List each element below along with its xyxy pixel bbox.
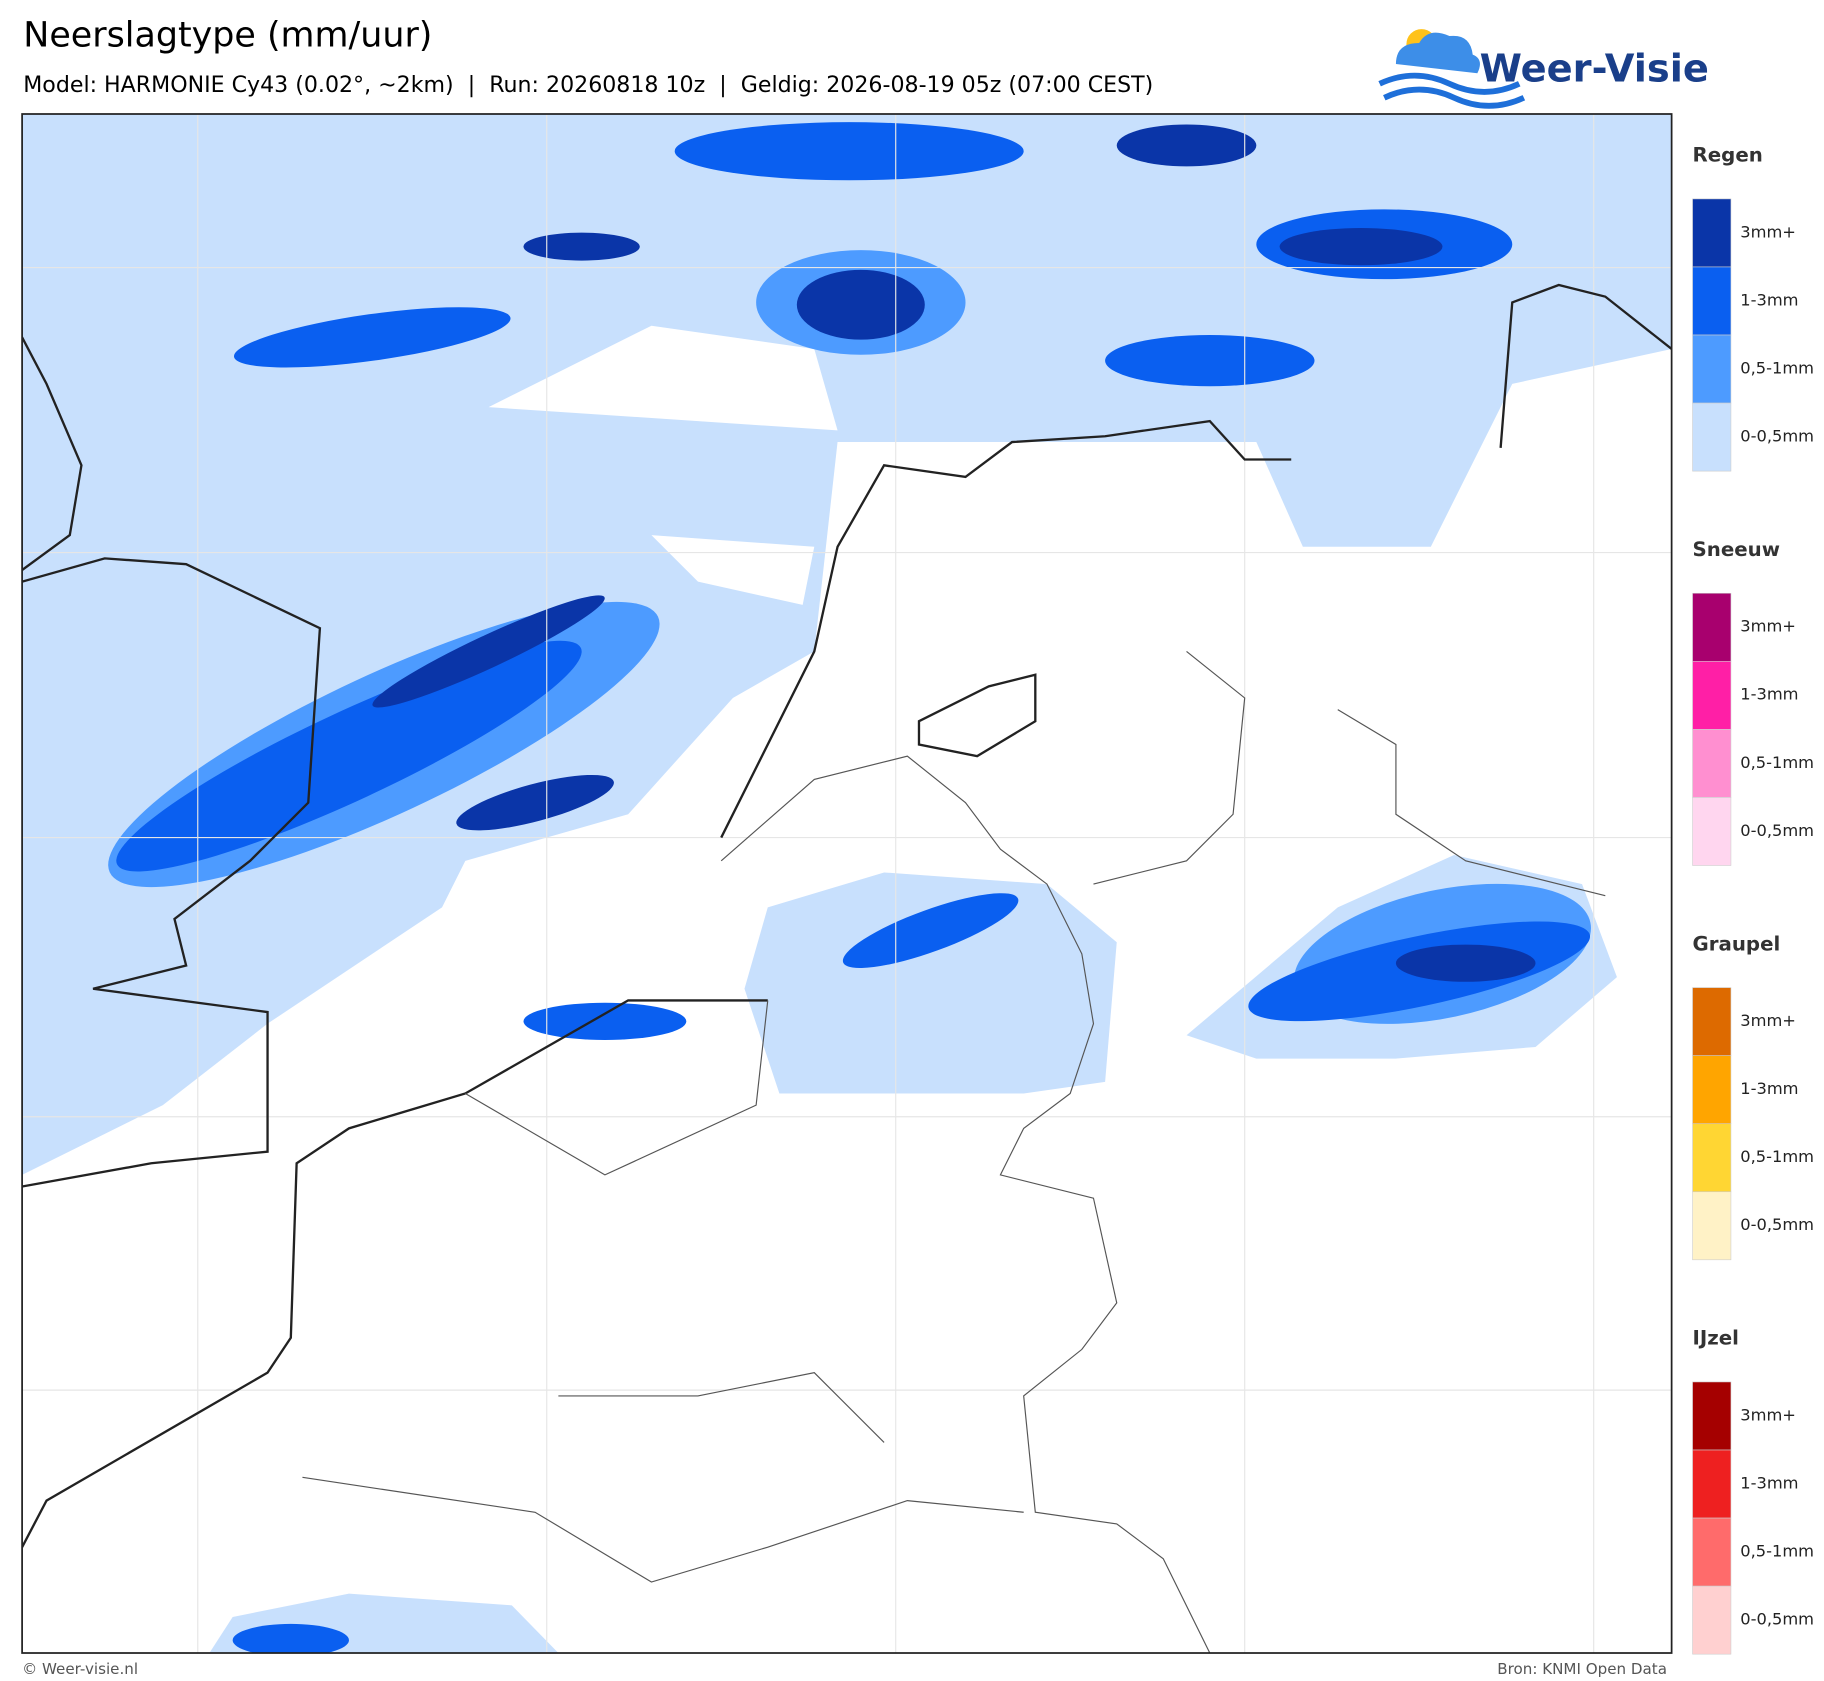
legend-swatch (1692, 1381, 1732, 1451)
legend-swatch (1692, 334, 1732, 404)
legend-label: 1-3mm (1740, 1473, 1798, 1492)
title: Neerslagtype (mm/uur) (23, 16, 432, 56)
legend-label: 0,5-1mm (1740, 1541, 1814, 1560)
legend-label: 0-0,5mm (1740, 1215, 1814, 1234)
legend-swatch (1692, 402, 1732, 472)
legend-label: 0,5-1mm (1740, 358, 1814, 377)
legend-label: 0,5-1mm (1740, 1147, 1814, 1166)
legend-title: IJzel (1693, 1327, 1739, 1350)
legend-label: 3mm+ (1740, 1011, 1796, 1030)
logo: Weer-Visie (1378, 29, 1709, 109)
legend-swatch (1692, 797, 1732, 866)
logo-text: Weer-Visie (1480, 46, 1709, 91)
legend-label: 0-0,5mm (1740, 1610, 1814, 1629)
legend-label: 1-3mm (1740, 290, 1798, 309)
legend-swatch (1692, 1585, 1732, 1655)
legend-swatch (1692, 1123, 1732, 1193)
legend-label: 0-0,5mm (1740, 821, 1814, 840)
legend-label: 0-0,5mm (1740, 426, 1814, 445)
legend-label: 1-3mm (1740, 1079, 1798, 1098)
legend-swatch (1692, 987, 1732, 1056)
map (22, 114, 1672, 1654)
legend-swatch (1692, 1191, 1732, 1261)
scaled-root: Neerslagtype (mm/uur) Model: HARMONIE Cy… (21, 16, 1814, 1678)
legend-label: 3mm+ (1740, 1405, 1796, 1424)
footer-source: Bron: KNMI Open Data (1497, 1660, 1667, 1678)
coastlines (22, 283, 1672, 1548)
legend-swatch (1692, 1449, 1732, 1519)
legend-swatch (1692, 661, 1732, 730)
graticule (22, 114, 1672, 1654)
legend-swatch (1692, 592, 1732, 662)
legend-title: Sneeuw (1693, 538, 1780, 561)
legend-label: 3mm+ (1740, 222, 1796, 241)
legend-title: Regen (1693, 144, 1763, 167)
legend-label: 1-3mm (1740, 685, 1798, 704)
legend-swatch (1692, 1517, 1732, 1587)
borders (302, 650, 1606, 1654)
legend-label: 3mm+ (1740, 617, 1796, 636)
legend-swatch (1692, 729, 1732, 798)
legend-label: 0,5-1mm (1740, 753, 1814, 772)
legend: Regen 3mm+ 1-3mm 0,5-1mm 0-0,5mm Sneeuw 3mm+ 1-… (1692, 144, 1814, 1655)
legend-swatch (1692, 198, 1732, 268)
footer-credit: © Weer-visie.nl (22, 1660, 138, 1678)
legend-swatch (1692, 266, 1732, 336)
legend-title: Graupel (1693, 932, 1781, 955)
legend-swatch (1692, 1055, 1732, 1125)
subtitle: Model: HARMONIE Cy43 (0.02°, ~2km) | Run… (23, 72, 1153, 98)
map-frame (21, 113, 1673, 1654)
